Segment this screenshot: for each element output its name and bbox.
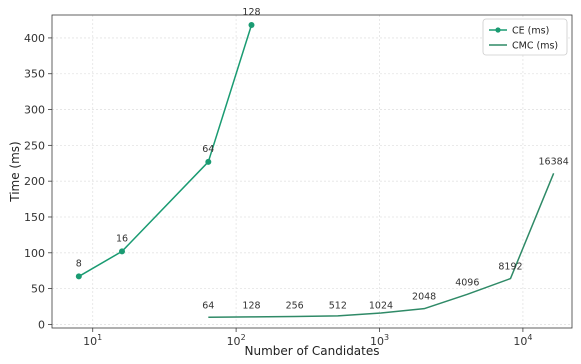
y-tick-label: 200 <box>24 175 45 188</box>
axes: 101 102 103 104 0 50 100 150 200 250 300 350 400 <box>24 14 573 348</box>
point-labels: 8 16 64 128 64 128 256 512 1024 2048 4096 8192 16384 <box>76 7 569 311</box>
x-tick-label: 103 <box>370 333 389 348</box>
x-tick-label: 101 <box>83 333 102 348</box>
point-label: 2048 <box>412 292 436 303</box>
point-label: 64 <box>202 300 214 311</box>
y-tick-label: 300 <box>24 104 45 117</box>
point-label: 8192 <box>498 262 522 273</box>
x-tick-label: 104 <box>513 333 532 348</box>
point-label: 16 <box>116 233 128 244</box>
series-line-0 <box>78 24 253 278</box>
y-tick-label: 350 <box>24 68 45 81</box>
y-tick-label: 50 <box>31 283 45 296</box>
data-point <box>248 22 255 29</box>
point-label: 8 <box>76 258 82 269</box>
y-tick-label: 250 <box>24 139 45 152</box>
point-label: 512 <box>329 300 347 311</box>
x-tick-label: 102 <box>227 333 246 348</box>
point-label: 128 <box>242 7 260 18</box>
legend-marker <box>495 27 501 33</box>
point-label: 4096 <box>455 277 479 288</box>
data-point <box>205 158 212 165</box>
y-tick-label: 100 <box>24 247 45 260</box>
x-axis-title: Number of Candidates <box>245 344 380 358</box>
point-label: 128 <box>242 300 260 311</box>
data-point <box>75 273 82 280</box>
point-label: 64 <box>202 144 214 155</box>
y-tick-label: 150 <box>24 211 45 224</box>
y-tick-label: 0 <box>38 318 45 331</box>
y-tick-label: 400 <box>24 32 45 45</box>
legend-box <box>482 18 568 56</box>
point-label: 256 <box>286 300 304 311</box>
legend: CE (ms) CMC (ms) <box>482 18 568 56</box>
y-axis-title: Time (ms) <box>8 141 22 203</box>
legend-entry: CMC (ms) <box>512 41 558 52</box>
legend-entry: CE (ms) <box>512 26 549 37</box>
point-label: 16384 <box>539 156 569 167</box>
series-line-1 <box>208 173 555 319</box>
plot-frame <box>51 14 573 329</box>
series-layer <box>75 22 555 319</box>
point-label: 1024 <box>369 300 393 311</box>
data-point <box>118 248 125 255</box>
